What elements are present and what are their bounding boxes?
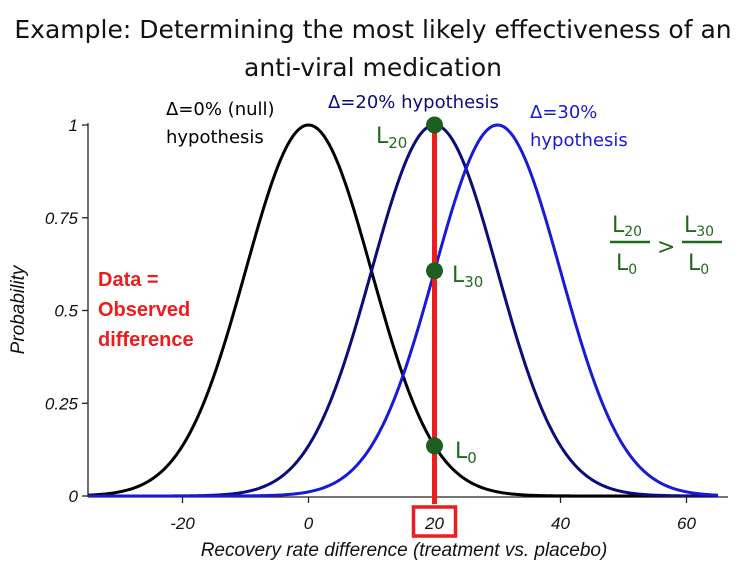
- annotation-null-line-1: Δ=0% (null): [166, 99, 275, 120]
- slide-title-line-2: anti-viral medication: [244, 53, 502, 82]
- series-line-3: [88, 123, 719, 498]
- y-tick-label: 0.25: [45, 394, 79, 413]
- ratio-right-numerator: L30: [684, 213, 714, 240]
- l20-label: L20: [376, 124, 407, 152]
- l30-label: L30: [452, 263, 483, 291]
- observed-tick-box: [411, 505, 458, 538]
- y-tick-label: 1: [69, 116, 78, 135]
- likelihood-point-1: [426, 116, 443, 134]
- data-label-line-3: difference: [98, 329, 194, 351]
- l0-label: L0: [455, 439, 477, 467]
- likelihood-point-2: [426, 262, 443, 280]
- annotation-h30-line-1: Δ=30%: [530, 102, 597, 123]
- y-tick-label: 0: [69, 487, 79, 506]
- x-tick-label: 60: [677, 514, 696, 533]
- data-label-line-1: Data =: [98, 269, 159, 291]
- likelihood-points: [426, 116, 443, 455]
- x-tick-label: 40: [551, 514, 570, 533]
- ratio-left-denominator: L0: [616, 251, 637, 278]
- y-axis-label: Probability: [8, 264, 29, 354]
- x-tick-label: 0: [304, 514, 314, 533]
- y-tick-label: 0.75: [45, 209, 79, 228]
- y-tick-label: 0.5: [54, 302, 78, 321]
- ratio-left-numerator: L20: [612, 213, 642, 240]
- ratio-operator: >: [657, 235, 675, 260]
- annotation-null-line-2: hypothesis: [166, 127, 264, 148]
- annotation-h20: Δ=20% hypothesis: [328, 92, 499, 113]
- x-axis-label: Recovery rate difference (treatment vs. …: [201, 540, 608, 561]
- likelihood-ratio: L20 L0 > L30 L0: [610, 213, 722, 278]
- series-curves: [87, 123, 719, 498]
- x-tick-label: 20: [424, 514, 444, 533]
- ratio-right-denominator: L0: [688, 251, 709, 278]
- x-tick-label: -20: [170, 514, 195, 533]
- annotation-h30-line-2: hypothesis: [530, 130, 628, 151]
- slide-title-line-1: Example: Determining the most likely eff…: [14, 15, 731, 44]
- observed-difference: [411, 121, 458, 538]
- data-label-line-2: Observed: [98, 299, 190, 321]
- likelihood-point-3: [426, 437, 443, 455]
- axes: 0 0.25 0.5 0.75 1 -20 0 20 40 60: [45, 116, 728, 533]
